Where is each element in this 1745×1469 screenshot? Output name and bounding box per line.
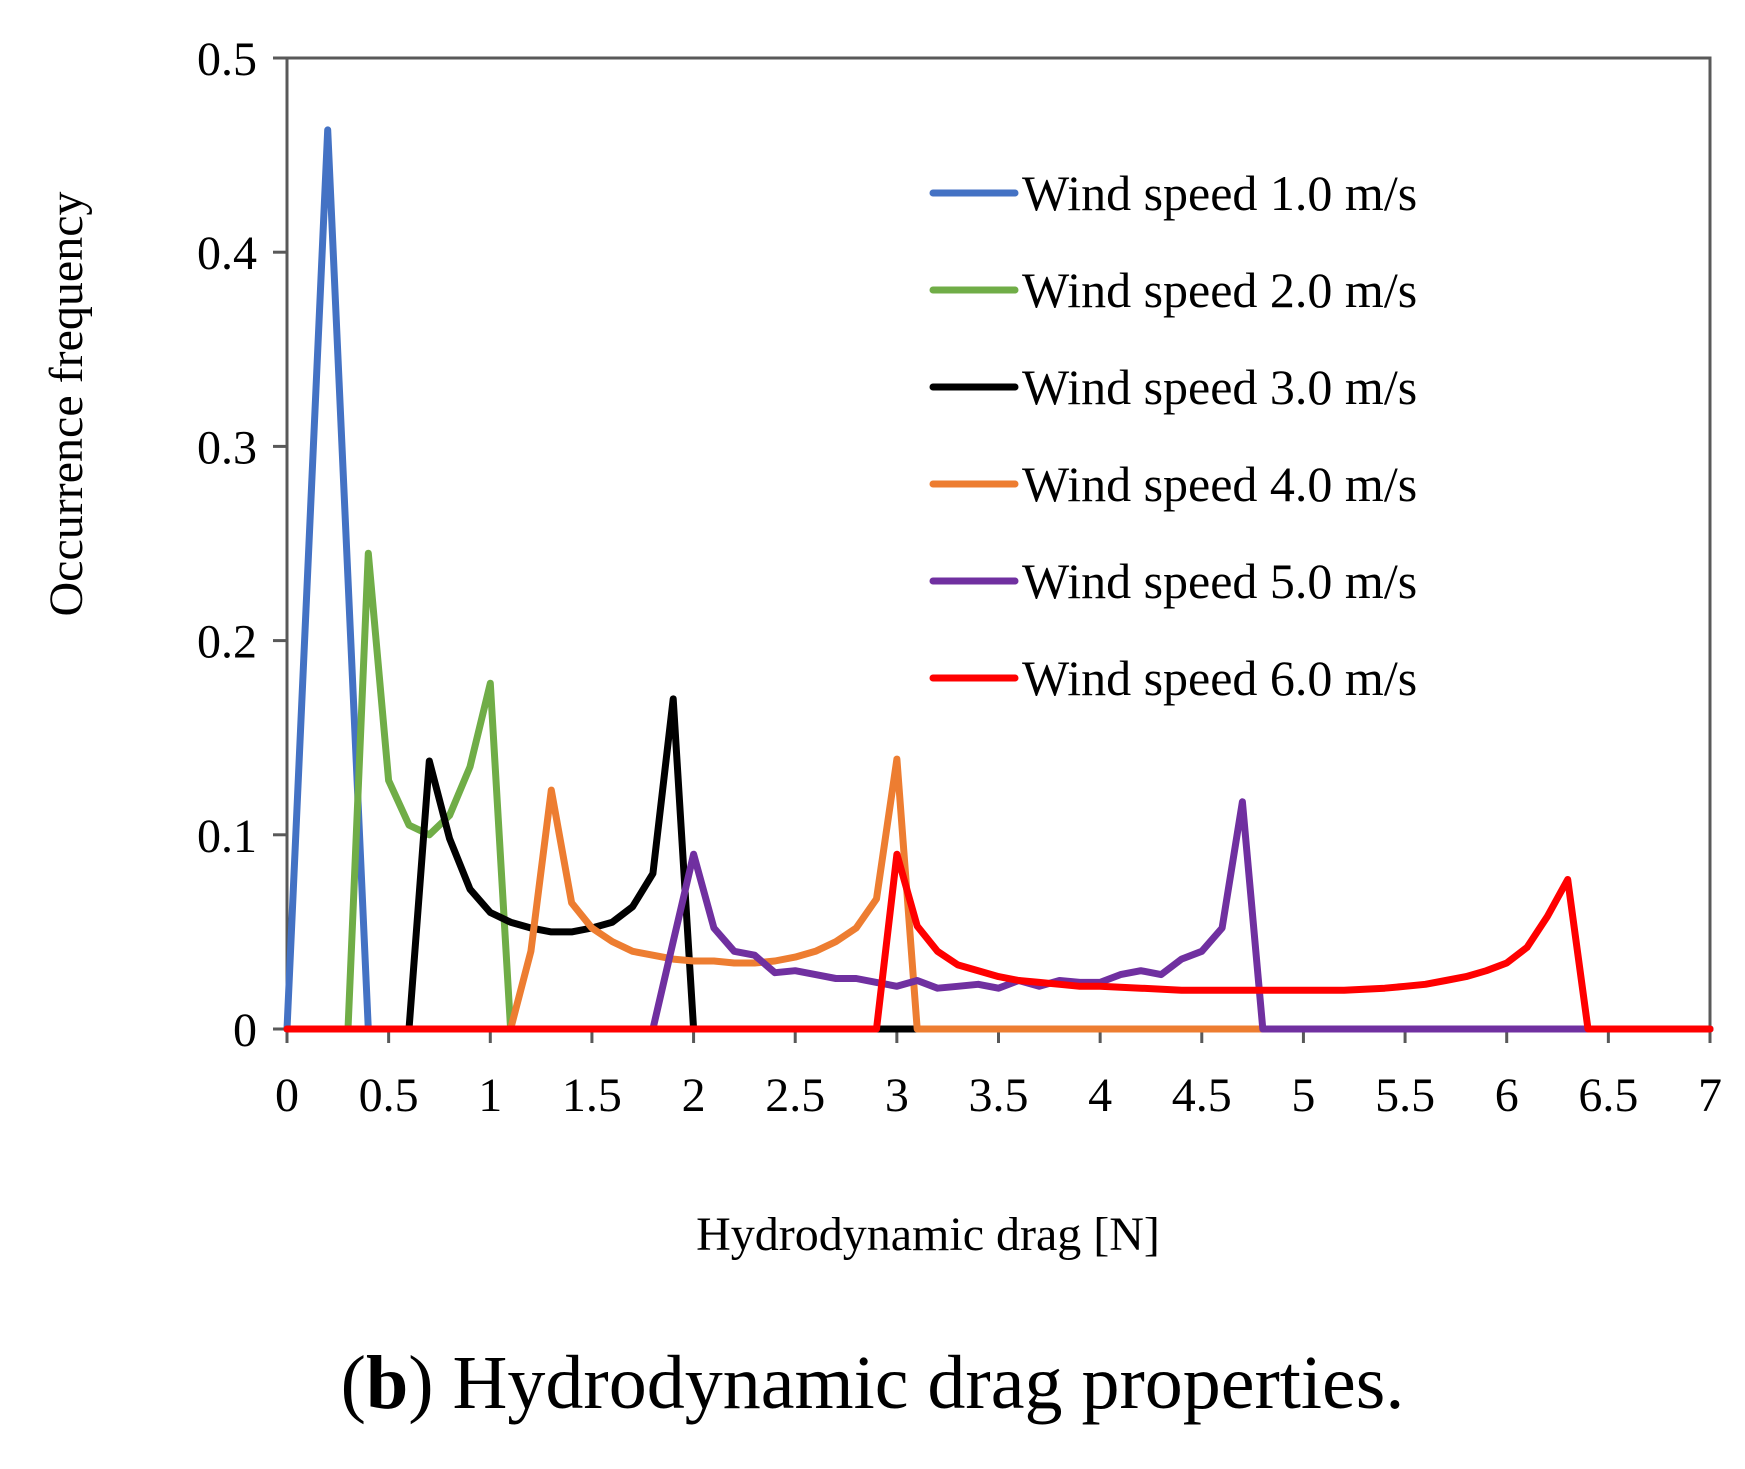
x-tick-label: 0: [275, 1069, 299, 1122]
legend: Wind speed 1.0 m/s Wind speed 2.0 m/s Wind…: [929, 165, 1417, 706]
x-tick-label: 1: [478, 1069, 502, 1122]
x-tick-label: 6.5: [1578, 1069, 1638, 1122]
x-axis-ticks: 0 0.5 1 1.5 2 2.5 3 3.5 4 4.5 5 5.5 6 6.5 7: [275, 1029, 1722, 1122]
y-tick-label: 0: [233, 1004, 257, 1057]
series-line-4: [283, 755, 1714, 1033]
caption-text: Hydrodynamic drag properties.: [433, 1341, 1405, 1425]
x-tick-label: 4.5: [1172, 1069, 1232, 1122]
legend-label-6: Wind speed 6.0 m/s: [1022, 650, 1417, 706]
x-tick-label: 3.5: [969, 1069, 1029, 1122]
x-tick-label: 3: [885, 1069, 909, 1122]
legend-label-5: Wind speed 5.0 m/s: [1022, 553, 1417, 609]
legend-label-1: Wind speed 1.0 m/s: [1022, 165, 1417, 221]
x-tick-label: 1.5: [562, 1069, 622, 1122]
series-line-6: [283, 850, 1714, 1033]
x-tick-label: 7: [1698, 1069, 1722, 1122]
legend-label-2: Wind speed 2.0 m/s: [1022, 262, 1417, 318]
caption-label: b: [365, 1341, 409, 1425]
figure-caption: (b) Hydrodynamic drag properties.: [340, 1341, 1405, 1425]
x-tick-label: 6: [1495, 1069, 1519, 1122]
series-line-2: [283, 549, 1714, 1033]
legend-label-4: Wind speed 4.0 m/s: [1022, 456, 1417, 512]
series-line-3: [283, 695, 1714, 1033]
y-tick-label: 0.2: [197, 616, 257, 669]
x-tick-label: 4: [1088, 1069, 1112, 1122]
y-tick-label: 0.3: [197, 421, 257, 474]
y-axis-ticks: 0 0.1 0.2 0.3 0.4 0.5: [197, 33, 287, 1057]
legend-label-3: Wind speed 3.0 m/s: [1022, 359, 1417, 415]
series-lines: [283, 126, 1714, 1033]
y-tick-label: 0.4: [197, 227, 257, 280]
line-chart: 0 0.1 0.2 0.3 0.4 0.5 0 0.5 1 1.5 2 2.5 3 3.5 4 4.5 5 5.…: [40, 33, 1722, 1261]
x-tick-label: 2.5: [765, 1069, 825, 1122]
series-line-5: [283, 798, 1714, 1033]
x-tick-label: 0.5: [359, 1069, 419, 1122]
x-tick-label: 5: [1291, 1069, 1315, 1122]
x-tick-label: 5.5: [1375, 1069, 1435, 1122]
y-tick-label: 0.5: [197, 33, 257, 86]
x-tick-label: 2: [682, 1069, 706, 1122]
x-axis-label: Hydrodynamic drag [N]: [696, 1208, 1160, 1261]
y-axis-label: Occurrence frequency: [40, 191, 93, 616]
y-tick-label: 0.1: [197, 810, 257, 863]
